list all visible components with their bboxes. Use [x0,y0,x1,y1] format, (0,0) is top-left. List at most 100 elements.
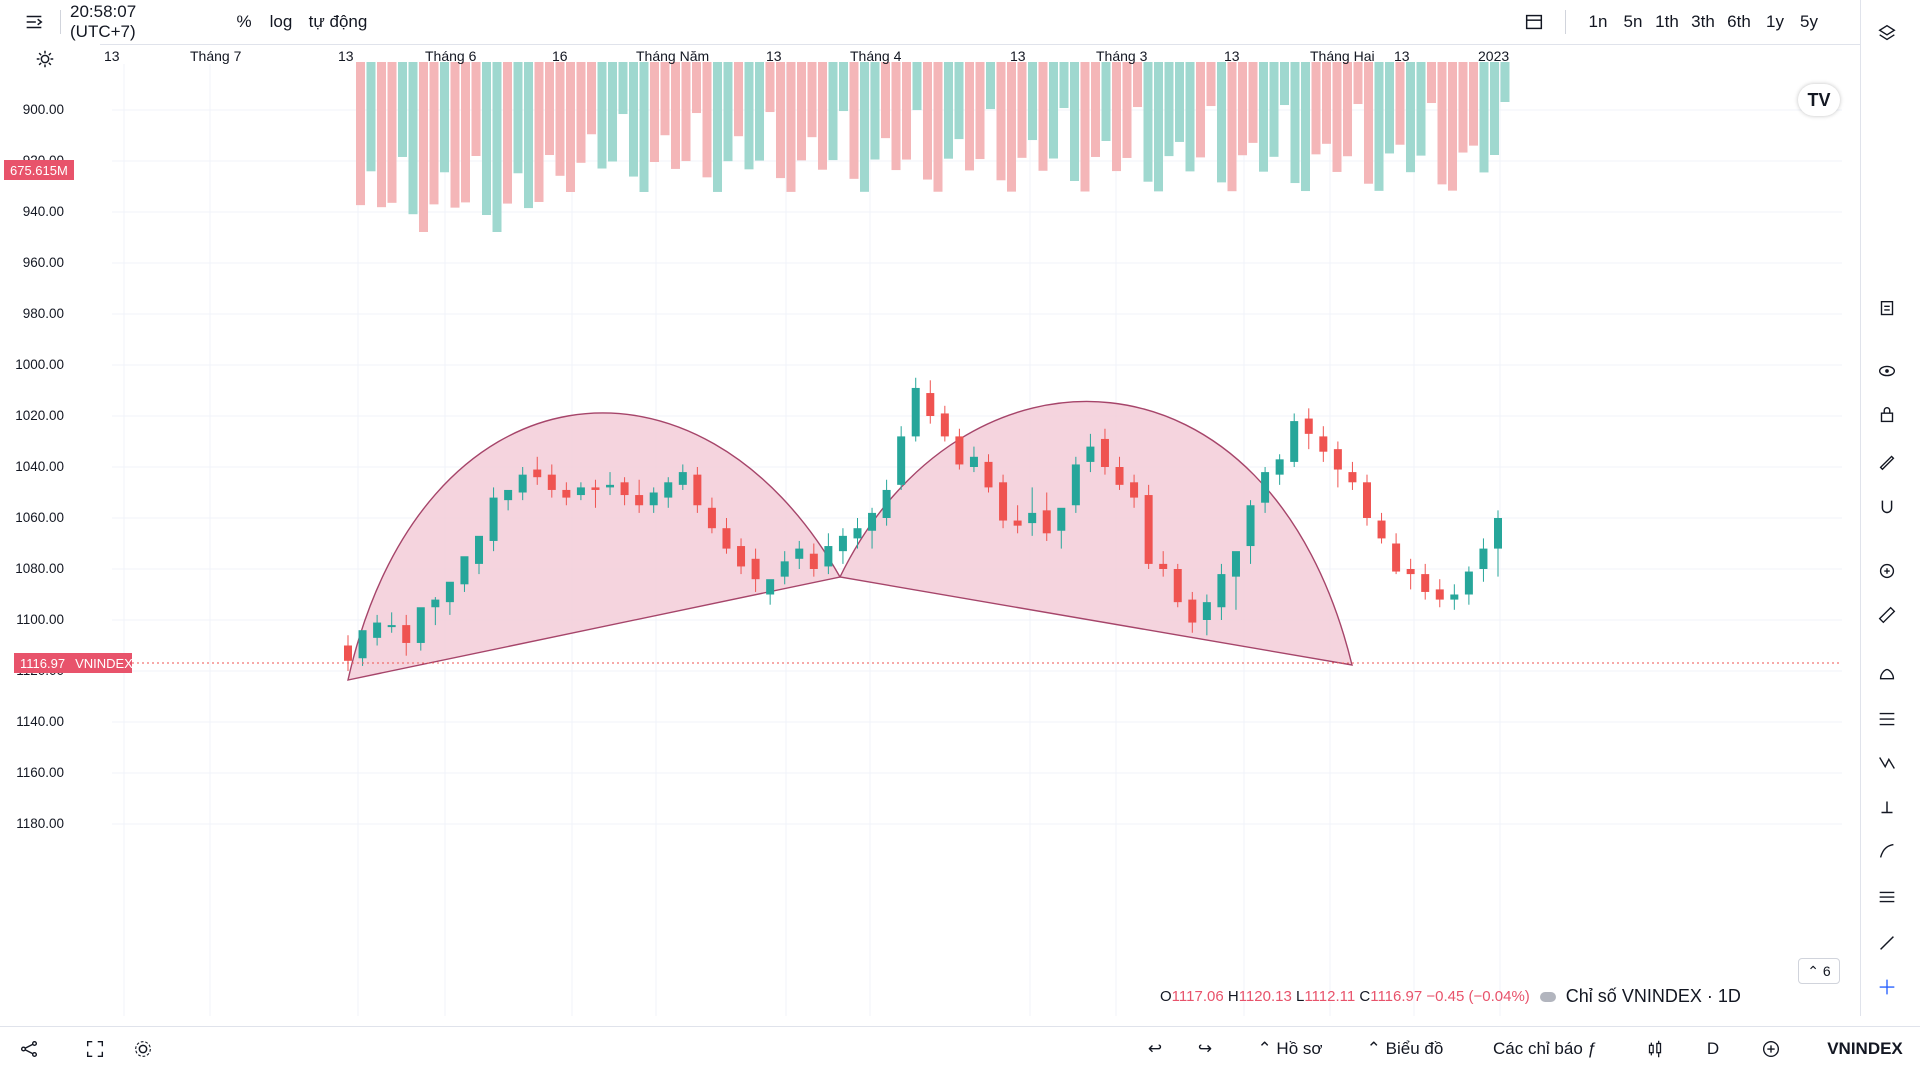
pattern-drawing[interactable] [347,400,1353,681]
log-toggle[interactable]: log [269,12,293,31]
volume-bar [881,62,890,139]
pattern-arc-left[interactable] [347,412,842,681]
chart-type-button[interactable]: ⌃ Biểu đồ [1366,1039,1444,1058]
pattern-icon[interactable] [1872,748,1902,778]
curve-icon[interactable] [1872,836,1902,866]
auto-scale-toggle[interactable]: tự động [308,12,368,31]
price-tick-label: 1000.00 [15,357,64,372]
gear-icon[interactable] [30,44,60,74]
horizontal-lines-icon[interactable] [1872,882,1902,912]
candle-body [897,436,906,485]
zoom-in-icon[interactable] [1872,556,1902,586]
candles-icon[interactable] [1640,1035,1670,1063]
candle-body [882,489,891,518]
timeframe-3m[interactable]: 3th [1691,12,1715,31]
candles [344,377,1502,671]
redo-icon[interactable]: ↪ [1197,1039,1213,1058]
text-icon[interactable] [1872,792,1902,822]
candle-body [1159,563,1168,569]
interval-range-icon[interactable] [14,8,54,36]
symbol-search[interactable]: VNINDEX [1827,1039,1903,1058]
price-tick-label: 900.00 [22,102,64,117]
shapes-icon[interactable] [1872,660,1902,690]
candle-body [358,630,367,659]
layers-icon[interactable] [1872,18,1902,48]
timeframe-6m[interactable]: 6th [1727,12,1751,31]
candle-body [824,546,833,567]
candle-body [1479,548,1488,569]
volume-bar [1206,62,1216,107]
candle-body [344,645,352,661]
candle-body [1377,520,1386,539]
settings-icon[interactable] [128,1035,158,1063]
volume-bar [839,62,848,112]
volume-bar [398,62,407,157]
percent-toggle[interactable]: % [236,12,252,31]
fullscreen-icon[interactable] [80,1035,110,1063]
candle-body [868,512,877,531]
volume-bar [660,62,670,136]
volume-bar [965,62,974,171]
time-tick-label: 2023 [1478,48,1510,64]
volume-bar [1133,62,1142,108]
indicators-button[interactable]: Các chỉ báo ƒ [1493,1039,1597,1058]
price-tick-label: 1060.00 [15,510,64,525]
volume-bar [450,62,460,208]
volume-bar [1259,62,1268,172]
volume-bar [1332,62,1342,172]
eye-icon[interactable] [1872,356,1902,386]
volume-bar [1416,62,1426,156]
chart-pane[interactable] [52,44,1842,1016]
lock-icon[interactable] [1872,400,1902,430]
undo-icon[interactable]: ↩ [1147,1039,1163,1058]
candle-body [387,625,396,628]
timeframe-1m[interactable]: 1th [1655,12,1679,31]
fib-icon[interactable] [1872,704,1902,734]
volume-bar [356,62,365,206]
volume-bar [545,62,554,156]
object-tree-icon[interactable] [1872,294,1902,324]
price-tick-label: 1020.00 [15,408,64,423]
brush-icon[interactable] [1872,446,1902,476]
volume-bar [1238,62,1247,156]
add-symbol-icon[interactable] [1756,1035,1786,1063]
magnet-icon[interactable] [1872,492,1902,522]
collapse-legend-button[interactable]: ⌃ 6 [1798,958,1840,984]
time-tick-label: Tháng 4 [850,48,902,64]
candle-body [606,484,615,488]
minus-icon[interactable] [1539,991,1556,1002]
timeframe-5d[interactable]: 5n [1623,12,1643,31]
timeframe-1d[interactable]: 1n [1588,12,1608,31]
candle-body [1406,569,1415,575]
interval-button[interactable]: D [1706,1039,1720,1058]
candle-body [1100,438,1109,467]
profile-button[interactable]: ⌃ Hồ sơ [1257,1039,1323,1058]
volume-bar [1448,62,1457,191]
goto-date-icon[interactable] [1516,8,1552,36]
volume-bar [1007,62,1016,192]
candle-body [373,622,382,638]
last-price-value: 1116.97 [20,655,66,671]
share-icon[interactable] [14,1035,44,1063]
candle-body [620,482,629,496]
volume-bar [1290,62,1300,184]
candle-body [940,413,949,437]
volume-bar [734,62,743,137]
volume-bar [891,62,901,171]
tradingview-logo: TV [1798,84,1840,116]
volume-bar [681,62,691,162]
volume-bar [419,62,428,232]
chevron-up-icon: ⌃ [1807,962,1823,979]
volume-bar [482,62,491,216]
timeframe-1y[interactable]: 1y [1766,12,1784,31]
pattern-arc-right[interactable] [838,400,1353,666]
ruler-icon[interactable] [1872,600,1902,630]
trend-line-icon[interactable] [1872,928,1902,958]
crosshair-icon[interactable] [1872,972,1902,1002]
volume-bar [818,62,827,170]
timeframe-5y[interactable]: 5y [1800,12,1818,31]
volume-bar [996,62,1006,181]
price-scale[interactable]: 1180.001160.001140.001120.001100.001080.… [0,44,133,1016]
price-tick-label: 1100.00 [16,612,64,627]
time-scale[interactable]: 2023 13 Tháng Hai 13 Tháng 3 13 Tháng 4 13 Tháng… [100,44,1840,70]
